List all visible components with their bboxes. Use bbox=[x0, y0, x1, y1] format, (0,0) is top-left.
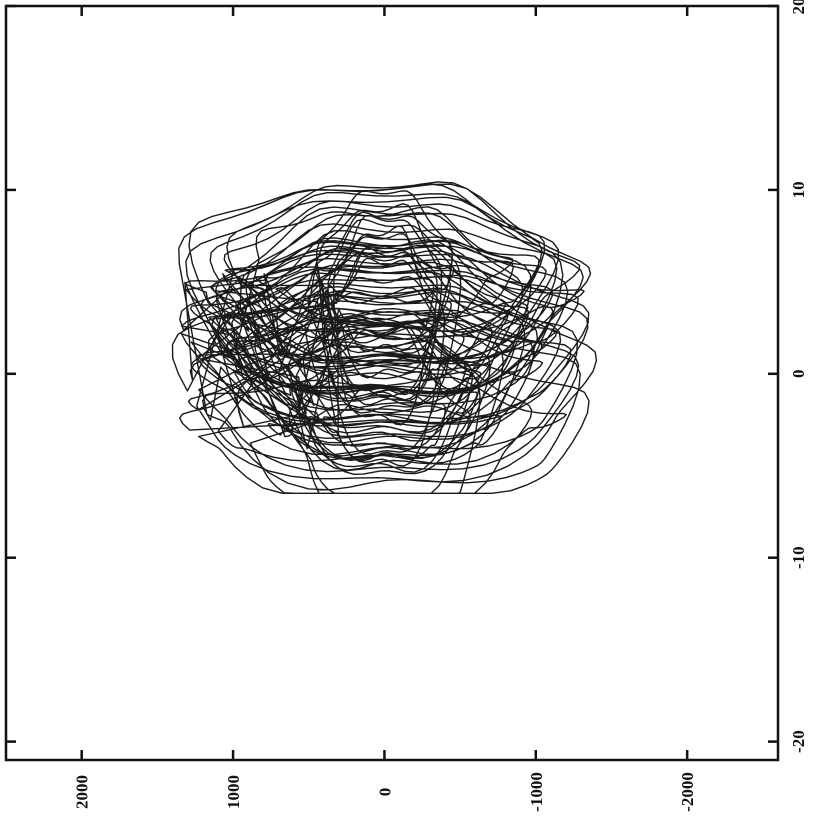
y-tick-label: -2000 bbox=[678, 772, 697, 812]
x-tick-label: 10 bbox=[789, 181, 808, 198]
x-tick-label: -10 bbox=[789, 546, 808, 569]
x-tick-label: -20 bbox=[789, 730, 808, 753]
y-tick-label: 2000 bbox=[73, 775, 92, 809]
x-tick-label: 0 bbox=[789, 370, 808, 379]
y-tick-label: 0 bbox=[375, 788, 394, 797]
x-axis-ticks: -20 -10 0 10 20 bbox=[6, 0, 808, 753]
y-tick-label: -1000 bbox=[527, 772, 546, 812]
trajectory-layer bbox=[171, 181, 598, 494]
x-tick-label: 20 bbox=[789, 0, 808, 15]
y-axis-ticks: 2000 1000 0 -1000 -2000 bbox=[73, 6, 697, 812]
y-tick-label: 1000 bbox=[224, 775, 243, 809]
plot-frame bbox=[4, 4, 780, 762]
trajectory-line bbox=[171, 181, 598, 494]
